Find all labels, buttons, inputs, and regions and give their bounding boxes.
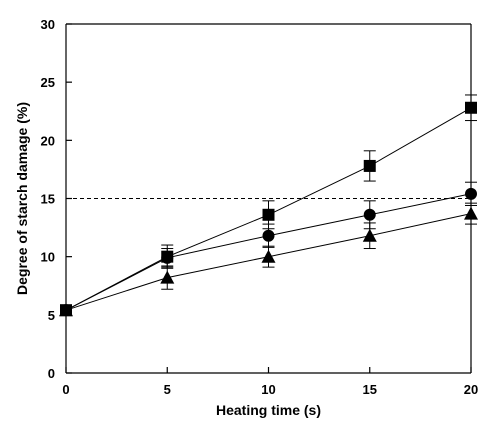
x-tick-label: 20	[464, 382, 478, 397]
y-tick-label: 5	[48, 308, 55, 323]
data-point-triangle	[362, 228, 377, 242]
data-point-square	[262, 208, 275, 221]
data-point-triangle	[261, 249, 276, 263]
data-point-circle	[363, 208, 376, 221]
axes: 0 5 10 15 20 25 30 0 5 10 15 20	[41, 17, 479, 397]
y-tick-label: 10	[41, 250, 55, 265]
data-point-circle	[161, 251, 174, 264]
x-tick-label: 10	[261, 382, 275, 397]
series-triangle	[59, 202, 478, 317]
x-tick-label: 0	[62, 382, 69, 397]
y-tick-label: 0	[48, 366, 55, 381]
y-tick-label: 15	[41, 192, 55, 207]
data-point-triangle	[160, 270, 175, 284]
data-point-circle	[262, 229, 275, 242]
x-axis-title: Heating time (s)	[216, 402, 321, 418]
y-tick-label: 30	[41, 17, 55, 32]
y-tick-label: 25	[41, 75, 55, 90]
data-point-square	[363, 159, 376, 172]
plot-area	[59, 94, 478, 317]
y-tick-label: 20	[41, 133, 55, 148]
x-tick-label: 5	[164, 382, 171, 397]
x-tick-label: 15	[363, 382, 377, 397]
y-axis-title: Degree of starch damage (%)	[14, 102, 30, 295]
